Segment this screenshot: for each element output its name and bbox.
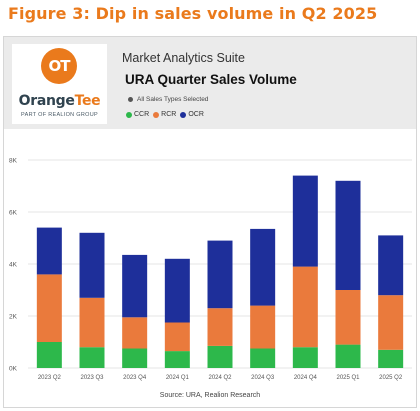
- chart-panel: OT OrangeTee PART OF REALION GROUP Marke…: [3, 36, 417, 408]
- bar-ocr-2024-q2: [207, 240, 233, 309]
- legend-swatch-icon: [126, 111, 132, 118]
- bar-rcr-2023-q3: [79, 297, 105, 348]
- bar-ccr-2023-q3: [79, 347, 105, 368]
- bar-rcr-2023-q2: [36, 274, 62, 342]
- bar-ccr-2025-q1: [335, 344, 361, 368]
- bar-ccr-2024-q2: [207, 345, 233, 368]
- bar-rcr-2024-q4: [292, 266, 318, 348]
- bar-ocr-2025-q1: [335, 180, 361, 290]
- legend-item-rcr: RCR: [153, 111, 176, 118]
- x-tick-label: 2024 Q2: [208, 375, 232, 381]
- bar-ccr-2025-q2: [378, 349, 404, 368]
- y-tick-label: 2K: [9, 314, 18, 321]
- bar-rcr-2024-q3: [250, 305, 276, 349]
- logo-mark-icon: OT: [41, 48, 77, 84]
- figure-title: Figure 3: Dip in sales volume in Q2 2025: [8, 4, 378, 23]
- legend-label: RCR: [161, 111, 177, 118]
- x-tick-label: 2024 Q4: [294, 375, 318, 381]
- filter-label: All Sales Types Selected: [137, 96, 209, 103]
- bar-rcr-2025-q2: [378, 295, 404, 350]
- legend-label: CCR: [134, 111, 150, 118]
- suite-name: Market Analytics Suite: [122, 51, 245, 65]
- logo-tagline: PART OF REALION GROUP: [21, 112, 98, 118]
- legend-label: OCR: [188, 111, 204, 118]
- bar-ocr-2023-q4: [122, 254, 148, 318]
- x-tick-label: 2025 Q2: [379, 375, 403, 381]
- legend-swatch-icon: [180, 111, 187, 118]
- bar-ccr-2024-q1: [164, 351, 190, 368]
- chart-title: URA Quarter Sales Volume: [125, 72, 297, 87]
- x-tick-label: 2023 Q4: [123, 375, 147, 381]
- y-tick-label: 6K: [9, 210, 18, 217]
- bar-ocr-2024-q1: [164, 258, 190, 323]
- source-note: Source: URA, Realion Research: [159, 392, 261, 399]
- bar-ocr-2025-q2: [378, 235, 404, 296]
- x-tick-label: 2025 Q1: [336, 375, 360, 381]
- legend: CCR RCR OCR: [126, 111, 208, 118]
- y-tick-label: 8K: [9, 158, 18, 165]
- bar-ocr-2023-q3: [79, 232, 105, 298]
- y-tick-label: 0K: [9, 366, 18, 373]
- bar-ocr-2023-q2: [36, 227, 62, 275]
- x-tick-label: 2023 Q2: [38, 375, 62, 381]
- x-tick-label: 2024 Q1: [166, 375, 190, 381]
- logo-wordmark: OrangeTee: [18, 93, 101, 109]
- legend-item-ocr: OCR: [180, 111, 204, 118]
- x-tick-label: 2024 Q3: [251, 375, 275, 381]
- bar-rcr-2024-q2: [207, 308, 233, 346]
- chart-header: OT OrangeTee PART OF REALION GROUP Marke…: [4, 37, 416, 129]
- bar-ccr-2024-q3: [250, 348, 276, 368]
- stacked-bar-chart: 0K 2K 4K 6K 8K 2023 Q2 2023 Q3 2023 Q4 2024 Q1 20…: [9, 158, 412, 381]
- bar-ccr-2024-q4: [292, 347, 318, 368]
- bar-ocr-2024-q4: [292, 175, 318, 267]
- bar-ocr-2024-q3: [250, 228, 276, 306]
- x-tick-label: 2023 Q3: [80, 375, 104, 381]
- bar-ccr-2023-q4: [122, 348, 148, 368]
- legend-item-ccr: CCR: [126, 111, 149, 118]
- filter-indicator: All Sales Types Selected: [128, 96, 208, 103]
- legend-swatch-icon: [153, 111, 160, 118]
- bar-rcr-2024-q1: [164, 322, 190, 352]
- filter-dot-icon: [128, 97, 133, 102]
- bar-rcr-2023-q4: [122, 317, 148, 349]
- bar-ccr-2023-q2: [36, 342, 62, 368]
- logo: OT OrangeTee PART OF REALION GROUP: [12, 44, 107, 124]
- y-tick-label: 4K: [9, 262, 18, 269]
- bar-rcr-2025-q1: [335, 290, 361, 345]
